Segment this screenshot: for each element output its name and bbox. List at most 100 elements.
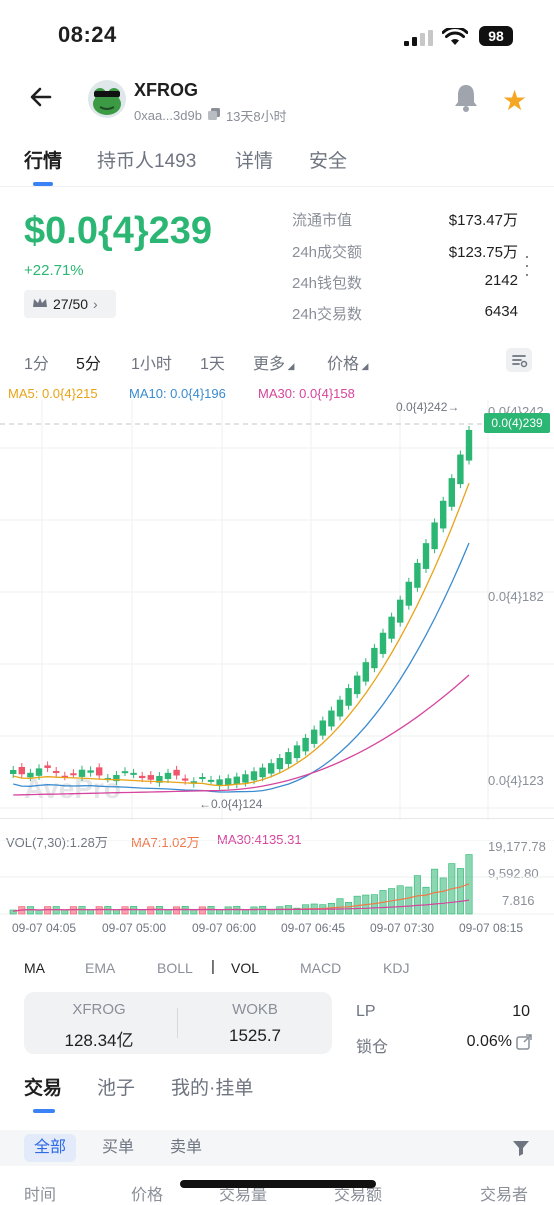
candle: [96, 767, 103, 776]
volume-bar: [422, 886, 430, 915]
price-type-select[interactable]: 价格 ◢: [327, 350, 368, 374]
timeframe-1m[interactable]: 1分: [24, 356, 49, 373]
volume-bar: [293, 907, 301, 915]
candle: [345, 688, 352, 706]
candle: [130, 772, 137, 775]
lp-value: 10: [512, 1003, 530, 1020]
candle: [18, 767, 25, 775]
filter-all[interactable]: 全部: [24, 1134, 77, 1162]
candle: [35, 768, 43, 776]
filter-sell[interactable]: 卖单: [170, 1139, 203, 1156]
candle: [121, 771, 129, 774]
volume-bar: [198, 906, 206, 915]
more-vertical-icon[interactable]: · · ·: [524, 246, 530, 284]
candle: [388, 616, 395, 639]
main-tabs: 行情 持币人1493 详情 安全: [0, 146, 554, 187]
candle: [147, 775, 154, 780]
stat-value: $123.75万: [448, 244, 518, 261]
timeframe-1d[interactable]: 1天: [200, 356, 225, 373]
divider: [0, 818, 554, 819]
rank-badge[interactable]: 27/50 ›: [24, 290, 116, 318]
col-time: 时间: [24, 1187, 57, 1204]
tab-market[interactable]: 行情: [24, 151, 63, 172]
stat-label: 24h交易数: [292, 306, 363, 323]
vol-axis-top: 19,177.78: [488, 839, 546, 854]
candle: [285, 752, 292, 764]
indicator-kdj[interactable]: KDJ: [383, 960, 410, 976]
indicator-ema[interactable]: EMA: [85, 960, 116, 976]
vol-axis-low: 7.816: [502, 893, 535, 908]
token-address: 0xaa...3d9b: [134, 108, 202, 123]
candle: [233, 776, 240, 785]
token-meta: 0xaa...3d9b 13天8小时: [134, 106, 287, 125]
volume-bar: [250, 906, 258, 915]
candle: [87, 770, 94, 773]
candle: [293, 745, 301, 759]
wifi-icon: [442, 28, 468, 45]
lock-label: 锁仓: [356, 1039, 389, 1056]
external-link-icon[interactable]: [516, 1034, 532, 1055]
triangle-icon: ◢: [359, 361, 369, 371]
low-marker: ←0.0{4}124: [199, 797, 263, 811]
ma30-label: MA30: 0.0{4}158: [258, 386, 355, 401]
volume-bar: [405, 886, 413, 915]
ma30-line: [13, 674, 470, 796]
favorite-star-icon[interactable]: ★: [502, 85, 528, 116]
x-tick: 09-07 06:00: [192, 921, 257, 935]
tab-underline: [33, 1109, 55, 1113]
volume-bar: [439, 877, 447, 915]
candle: [199, 777, 206, 780]
tab-trades[interactable]: 交易: [24, 1078, 63, 1099]
funnel-icon[interactable]: [512, 1139, 530, 1162]
candle: [156, 775, 163, 783]
trade-filter-bar: 全部 买单 卖单: [0, 1130, 554, 1166]
axis-low-label: 0.0{4}123: [488, 773, 544, 788]
candle: [225, 778, 232, 786]
candle: [362, 662, 369, 682]
x-tick: 09-07 06:45: [281, 921, 346, 935]
candle: [164, 772, 172, 779]
high-marker: 0.0{4}242→: [396, 400, 460, 414]
filter-buy[interactable]: 买单: [102, 1139, 135, 1156]
back-arrow-icon[interactable]: [28, 84, 54, 117]
indicator-vol[interactable]: VOL: [231, 960, 260, 976]
candle: [139, 775, 146, 779]
tab-pools[interactable]: 池子: [97, 1078, 136, 1099]
candle: [336, 699, 344, 717]
volume-chart[interactable]: [0, 840, 554, 916]
candlestick-chart[interactable]: AvePro: [0, 400, 554, 820]
tab-details[interactable]: 详情: [235, 151, 274, 172]
x-tick: 09-07 04:05: [12, 921, 77, 935]
bell-icon[interactable]: [452, 82, 480, 117]
current-price-tag: 0.0(4)239: [484, 413, 550, 433]
volume-bar: [207, 906, 215, 915]
candle: [302, 737, 309, 752]
volume-bar: [259, 905, 267, 915]
crown-icon: [32, 296, 48, 312]
axis-mid-label: 0.0{4}182: [488, 589, 544, 604]
volume-bar: [336, 898, 344, 915]
chart-settings-icon[interactable]: [506, 348, 532, 372]
stat-label: 24h钱包数: [292, 275, 363, 292]
token-name: XFROG: [134, 80, 199, 100]
reserve-token-value: 128.34亿: [64, 1031, 134, 1050]
pool-reserves: XFROG 128.34亿 WOKB 1525.7: [24, 992, 332, 1054]
indicator-macd[interactable]: MACD: [300, 960, 342, 976]
volume-bar: [173, 906, 181, 915]
reserve-token-label: XFROG: [72, 1001, 126, 1018]
timeframe-5m[interactable]: 5分: [76, 356, 101, 373]
timeframe-1h[interactable]: 1小时: [131, 356, 172, 373]
candle: [259, 767, 266, 778]
indicator-ma[interactable]: MA: [24, 960, 45, 976]
timeframe-more[interactable]: 更多 ◢: [253, 350, 294, 374]
indicator-boll[interactable]: BOLL: [157, 960, 193, 976]
copy-icon[interactable]: [207, 108, 220, 123]
col-trader: 交易者: [480, 1187, 529, 1204]
tab-security[interactable]: 安全: [309, 151, 348, 172]
tab-holders[interactable]: 持币人1493: [97, 151, 197, 172]
candle: [173, 769, 180, 776]
volume-bar: [61, 909, 69, 915]
vol-ma7-label: MA7:1.02万: [131, 835, 200, 850]
reserve-base-label: WOKB: [232, 1001, 278, 1018]
tab-my-orders[interactable]: 我的·挂单: [171, 1078, 254, 1099]
